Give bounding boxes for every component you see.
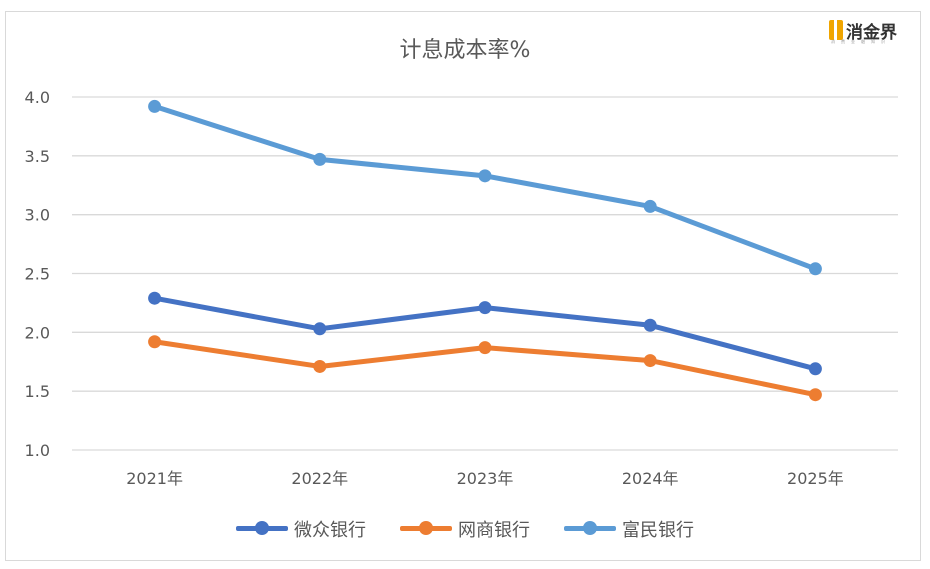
data-point-series-1 <box>148 291 162 305</box>
data-point-series-2 <box>313 359 327 373</box>
brand-logo-subtitle: 消费金融知识 <box>831 39 891 44</box>
brand-logo-name: 消金界 <box>846 23 897 43</box>
legend-label: 富民银行 <box>622 520 694 541</box>
data-point-series-1 <box>643 318 657 332</box>
legend-swatch-dot <box>419 521 433 535</box>
x-tick-label: 2022年 <box>291 469 348 488</box>
y-tick-label: 3.0 <box>25 206 50 225</box>
x-tick-label: 2025年 <box>787 469 844 488</box>
y-tick-label: 1.0 <box>25 441 50 460</box>
data-point-series-3 <box>313 152 327 166</box>
x-tick-label: 2023年 <box>457 469 514 488</box>
y-tick-label: 2.5 <box>25 265 50 284</box>
y-tick-label: 1.5 <box>25 382 50 401</box>
y-tick-label: 3.5 <box>25 147 50 166</box>
data-point-series-2 <box>478 341 492 355</box>
brand-logo: 消金界 消费金融知识 <box>829 18 919 46</box>
x-tick-label: 2024年 <box>622 469 679 488</box>
y-tick-label: 2.0 <box>25 323 50 342</box>
legend-label: 微众银行 <box>294 520 366 541</box>
chart-title: 计息成本率% <box>399 38 531 63</box>
legend-swatch-dot <box>583 521 597 535</box>
x-tick-label: 2021年 <box>126 469 183 488</box>
data-point-series-1 <box>808 362 822 376</box>
data-point-series-3 <box>643 199 657 213</box>
data-point-series-2 <box>148 335 162 349</box>
y-tick-label: 4.0 <box>25 88 50 107</box>
data-point-series-3 <box>148 99 162 113</box>
legend-swatch-dot <box>255 521 269 535</box>
data-point-series-1 <box>478 301 492 315</box>
data-point-series-3 <box>478 169 492 183</box>
data-point-series-1 <box>313 322 327 336</box>
data-point-series-3 <box>808 262 822 276</box>
brand-logo-icon <box>829 20 843 40</box>
series-line-3 <box>152 103 818 272</box>
legend-label: 网商银行 <box>458 520 530 541</box>
chart-legend: 微众银行 网商银行 富民银行 <box>0 516 930 541</box>
data-point-series-2 <box>643 354 657 368</box>
data-point-series-2 <box>808 388 822 402</box>
